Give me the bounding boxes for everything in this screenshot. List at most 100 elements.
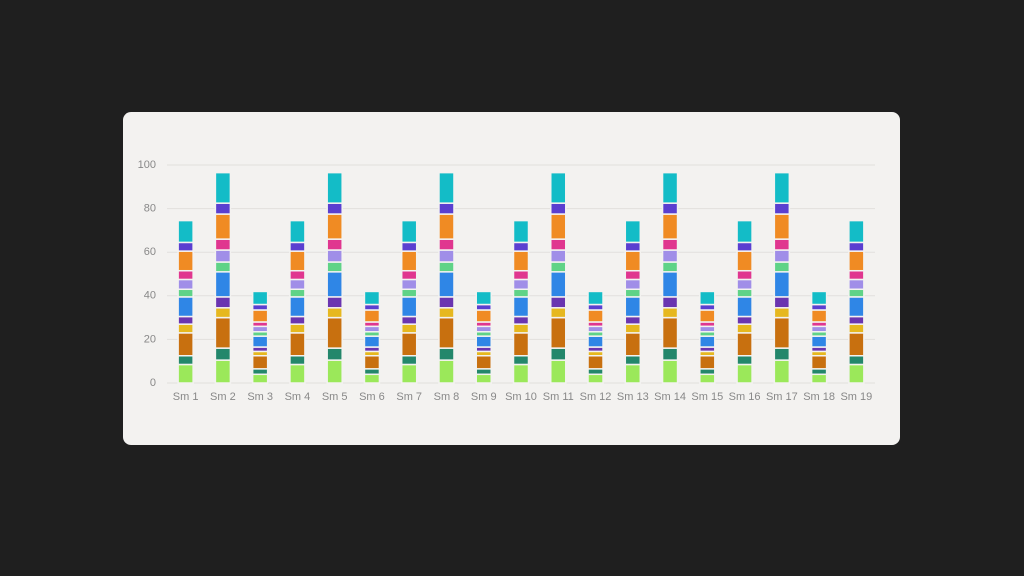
bar-segment <box>624 250 642 272</box>
bar-segment <box>512 269 530 281</box>
bar-segment <box>550 347 567 361</box>
bar-segment <box>326 347 343 361</box>
bar-segment <box>289 355 306 366</box>
bar-segment <box>736 315 753 325</box>
bar-segment <box>512 332 530 357</box>
bar-segment <box>736 278 753 291</box>
bar-segment <box>400 296 418 318</box>
bar-segment <box>736 355 753 366</box>
bar-segment <box>512 323 530 334</box>
bar-segment <box>661 202 679 215</box>
bar-segment <box>773 261 791 273</box>
bar-segment <box>400 332 418 357</box>
bar-segment <box>773 316 791 349</box>
bar-segment <box>512 315 530 325</box>
bar-segment <box>736 219 753 244</box>
bar-segment <box>587 368 604 376</box>
bar-segment <box>289 278 306 291</box>
bar-segment <box>438 238 455 251</box>
bar-segment <box>400 323 418 334</box>
bar-segment <box>848 269 865 281</box>
bar-segment <box>363 368 381 376</box>
bar-segment <box>400 241 418 252</box>
bar-segment <box>550 271 567 298</box>
bar-segment <box>177 355 194 366</box>
x-tick-label: Sm 8 <box>434 391 460 403</box>
bar-segment <box>214 316 232 349</box>
bar-segment <box>550 261 567 273</box>
bar-segment <box>326 271 343 298</box>
bar-segment <box>550 307 567 319</box>
x-tick-label: Sm 2 <box>210 391 236 403</box>
bar-segment <box>177 250 194 272</box>
bar-segment <box>848 219 865 244</box>
bar-segment <box>214 238 232 251</box>
bar-segment <box>289 315 306 325</box>
y-tick-label: 80 <box>144 203 156 215</box>
x-tick-label: Sm 14 <box>654 391 686 403</box>
y-tick-label: 0 <box>150 377 156 389</box>
bar-segment <box>475 373 492 384</box>
bar-segment <box>848 296 865 318</box>
bar-segment <box>177 278 194 291</box>
bar-segment <box>773 238 791 251</box>
bar-segment <box>550 213 567 240</box>
bar-segment <box>848 241 865 252</box>
bar-segment <box>289 288 306 298</box>
bar-segment <box>214 271 232 298</box>
bar-segment <box>177 296 194 318</box>
x-tick-label: Sm 6 <box>359 391 385 403</box>
bar-segment <box>289 296 306 318</box>
bar-segment <box>773 307 791 319</box>
bar-segment <box>363 335 381 348</box>
x-tick-label: Sm 1 <box>173 391 199 403</box>
bar-segment <box>661 316 679 349</box>
x-tick-label: Sm 9 <box>471 391 497 403</box>
bar-segment <box>363 373 381 384</box>
bar-segment <box>438 316 455 349</box>
bar-segment <box>475 325 492 333</box>
x-tick-label: Sm 10 <box>505 391 537 403</box>
bar-segment <box>699 335 716 348</box>
bar-segment <box>251 325 269 333</box>
bar-segment <box>773 347 791 361</box>
bar-segment <box>736 269 753 281</box>
bar-segment <box>177 219 194 244</box>
bar-segment <box>587 325 604 333</box>
bar-segment <box>624 355 642 366</box>
bar-segment <box>400 219 418 244</box>
bar-segment <box>512 278 530 291</box>
bar-segment <box>177 332 194 357</box>
bar-segment <box>699 325 716 333</box>
bar-segment <box>661 359 679 384</box>
bar-segment <box>550 296 567 309</box>
bar-segment <box>699 373 716 384</box>
bar-segment <box>400 355 418 366</box>
bar-segment <box>512 288 530 298</box>
bar-segment <box>512 219 530 244</box>
bar-segment <box>326 307 343 319</box>
bar-segment <box>475 368 492 376</box>
bar-segment <box>661 271 679 298</box>
bar-segment <box>251 373 269 384</box>
bar-segment <box>736 241 753 252</box>
bar-segment <box>177 269 194 281</box>
bar-segment <box>177 241 194 252</box>
bar-segment <box>512 363 530 384</box>
bar-segment <box>214 213 232 240</box>
bar-segment <box>587 290 604 306</box>
bar-segment <box>624 296 642 318</box>
bar-segment <box>624 278 642 291</box>
bar-segment <box>326 202 343 215</box>
bar-segment <box>214 261 232 273</box>
bar-segment <box>699 368 716 376</box>
bar-segment <box>363 303 381 311</box>
bar-segment <box>810 373 828 384</box>
bar-segment <box>512 355 530 366</box>
bar-segment <box>736 332 753 357</box>
bar-segment <box>736 296 753 318</box>
bar-segment <box>848 323 865 334</box>
bar-segment <box>550 359 567 384</box>
bar-segment <box>438 213 455 240</box>
